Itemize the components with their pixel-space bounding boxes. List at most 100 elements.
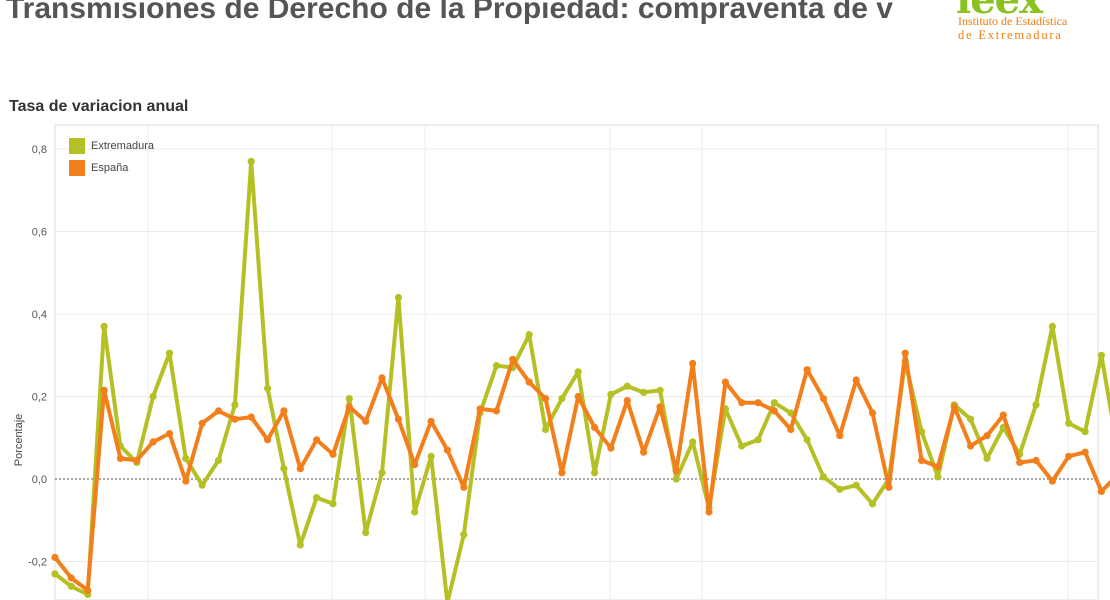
data-point xyxy=(51,570,59,578)
data-point xyxy=(721,378,730,386)
data-point xyxy=(1032,456,1040,464)
legend-swatch xyxy=(69,160,85,176)
data-point xyxy=(492,362,501,370)
data-point xyxy=(705,508,713,516)
data-point xyxy=(852,376,860,384)
data-point xyxy=(1032,401,1040,409)
data-point xyxy=(362,529,370,537)
data-point xyxy=(885,483,893,491)
series-espana xyxy=(51,349,1110,595)
data-point xyxy=(231,401,239,409)
data-point xyxy=(476,405,484,413)
data-point xyxy=(100,386,108,394)
data-point xyxy=(313,436,321,444)
data-point xyxy=(623,382,631,390)
data-point xyxy=(296,465,304,473)
data-point xyxy=(558,469,566,477)
data-point xyxy=(394,415,402,423)
data-point xyxy=(51,553,59,562)
data-point xyxy=(133,456,141,464)
data-point xyxy=(329,500,337,508)
data-point xyxy=(313,494,321,502)
legend-label: España xyxy=(91,162,129,174)
data-point xyxy=(1081,448,1089,456)
data-point xyxy=(836,485,844,493)
legend-label: Extremadura xyxy=(91,140,155,152)
data-point xyxy=(411,461,419,469)
data-point xyxy=(394,293,402,302)
data-point xyxy=(525,378,533,386)
y-tick-label: 0,4 xyxy=(32,309,47,321)
chart-axes: -0,2 0,0 0,2 0,4 0,6 0,8 Porcentaje xyxy=(13,144,47,569)
data-point xyxy=(296,541,304,549)
data-point xyxy=(983,454,991,462)
chart-grid xyxy=(54,124,1099,600)
data-point xyxy=(656,386,664,394)
data-point xyxy=(100,322,108,330)
data-point xyxy=(427,417,435,425)
ieex-logo: ieex Instituto de Estadística de Extrema… xyxy=(950,0,1110,44)
data-point xyxy=(918,456,926,464)
data-point xyxy=(280,465,288,473)
data-point xyxy=(460,483,468,491)
page-title: Transmisiones de Derecho de la Propiedad… xyxy=(6,0,893,25)
data-point xyxy=(607,390,615,398)
data-point xyxy=(509,355,517,363)
data-point xyxy=(411,508,419,516)
data-point xyxy=(149,392,157,401)
data-point xyxy=(1097,487,1105,495)
data-point xyxy=(574,368,582,376)
logo-mark: ieex xyxy=(956,0,1043,23)
data-point xyxy=(1016,458,1024,467)
data-point xyxy=(1065,452,1073,460)
data-point xyxy=(640,388,648,396)
data-point xyxy=(214,456,223,464)
data-point xyxy=(819,395,828,403)
y-tick-label: 0,8 xyxy=(32,144,47,156)
data-point xyxy=(558,395,566,403)
data-point xyxy=(149,438,157,446)
y-tick-label: 0,0 xyxy=(32,474,47,486)
data-point xyxy=(607,444,615,452)
data-point xyxy=(787,425,795,434)
data-point xyxy=(901,349,909,357)
data-point xyxy=(165,430,174,438)
data-point xyxy=(983,432,991,440)
data-point xyxy=(754,399,762,407)
data-point xyxy=(591,423,599,431)
y-axis-label: Porcentaje xyxy=(13,414,25,467)
data-point xyxy=(787,409,795,417)
data-point xyxy=(165,349,174,357)
data-point xyxy=(999,411,1007,419)
data-point xyxy=(852,481,860,489)
y-tick-label: -0,2 xyxy=(28,557,47,569)
data-point xyxy=(541,425,550,434)
data-point xyxy=(67,574,75,582)
data-point xyxy=(623,397,631,405)
data-point xyxy=(918,428,926,436)
series-line xyxy=(53,159,1110,600)
data-point xyxy=(672,467,680,475)
data-point xyxy=(378,469,386,477)
data-point xyxy=(738,442,746,450)
data-point xyxy=(754,436,762,444)
data-point xyxy=(198,419,206,427)
data-point xyxy=(689,359,697,368)
data-point xyxy=(378,374,386,382)
data-point xyxy=(591,469,599,477)
data-point xyxy=(182,454,190,462)
data-point xyxy=(950,403,958,411)
data-point xyxy=(868,500,877,508)
data-point xyxy=(116,454,124,462)
data-point xyxy=(427,452,435,460)
data-point xyxy=(362,417,370,425)
data-point xyxy=(803,366,811,374)
data-point xyxy=(1081,428,1089,436)
data-point xyxy=(1097,351,1105,359)
logo-line-1: Instituto de Estadística xyxy=(958,14,1068,28)
data-point xyxy=(541,395,550,403)
data-point xyxy=(198,481,206,489)
data-point xyxy=(836,432,844,440)
data-point xyxy=(525,331,533,339)
data-point xyxy=(689,438,697,446)
